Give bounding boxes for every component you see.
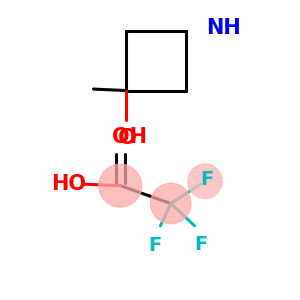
Circle shape <box>99 164 142 207</box>
Text: F: F <box>200 170 213 189</box>
Circle shape <box>151 183 191 224</box>
Text: O: O <box>118 128 137 148</box>
Text: NH: NH <box>206 18 241 38</box>
Text: F: F <box>194 235 207 254</box>
Text: HO: HO <box>51 174 86 194</box>
Circle shape <box>188 164 222 198</box>
Text: OH: OH <box>112 127 147 147</box>
Text: F: F <box>148 236 161 255</box>
